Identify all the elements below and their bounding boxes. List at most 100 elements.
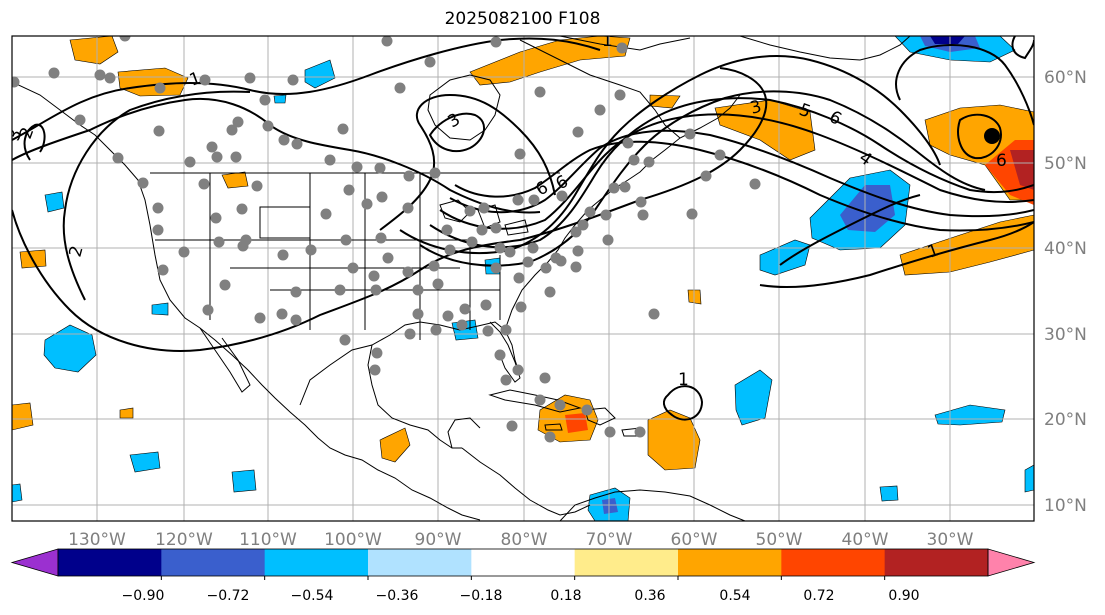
station-dot bbox=[500, 374, 512, 386]
latitude-labels: 60°N 50°N 40°N 30°N 20°N 10°N bbox=[1044, 68, 1087, 516]
station-dot bbox=[476, 224, 488, 236]
colorbar-tick-label: 0.54 bbox=[719, 588, 750, 604]
station-dot bbox=[714, 149, 726, 161]
station-dot bbox=[554, 399, 566, 411]
station-dot bbox=[540, 262, 552, 274]
station-dot bbox=[512, 364, 524, 376]
station-dot bbox=[211, 151, 223, 163]
station-dot bbox=[648, 308, 660, 320]
colorbar-segment bbox=[471, 549, 576, 576]
station-dot bbox=[153, 125, 165, 137]
station-dot bbox=[137, 177, 149, 189]
station-dot bbox=[94, 69, 106, 81]
lon-label: 70°W bbox=[586, 530, 633, 550]
station-dot bbox=[403, 170, 415, 182]
station-dot bbox=[184, 156, 196, 168]
colorbar-tick-label: −0.18 bbox=[460, 588, 503, 604]
station-markers bbox=[12, 36, 761, 443]
colorbar-tick-label: −0.54 bbox=[291, 588, 334, 604]
map-title: 2025082100 F108 bbox=[444, 9, 601, 29]
colorbar-extend-low bbox=[10, 548, 59, 577]
station-dot bbox=[351, 161, 363, 173]
station-dot bbox=[622, 137, 634, 149]
station-dot bbox=[635, 196, 647, 208]
station-dot bbox=[459, 303, 471, 315]
lon-label: 80°W bbox=[501, 530, 548, 550]
station-dot bbox=[749, 178, 761, 190]
station-dot bbox=[429, 167, 441, 179]
station-dot bbox=[444, 244, 456, 256]
station-dot bbox=[402, 202, 414, 214]
station-dot bbox=[154, 82, 166, 94]
station-dot bbox=[369, 364, 381, 376]
station-dot bbox=[198, 178, 210, 190]
station-dot bbox=[600, 209, 612, 221]
station-dot bbox=[320, 208, 332, 220]
lon-label: 60°W bbox=[671, 530, 718, 550]
station-dot bbox=[374, 162, 386, 174]
station-dot bbox=[259, 94, 271, 106]
station-dot bbox=[466, 236, 478, 248]
lat-label: 60°N bbox=[1044, 68, 1087, 88]
station-dot bbox=[277, 249, 289, 261]
station-dot bbox=[494, 242, 506, 254]
station-dot bbox=[370, 284, 382, 296]
station-dot bbox=[478, 202, 490, 214]
station-dot bbox=[290, 286, 302, 298]
station-dot bbox=[394, 82, 406, 94]
station-dot bbox=[404, 328, 416, 340]
colorbar bbox=[10, 548, 1036, 580]
colorbar-segment bbox=[781, 549, 886, 576]
station-dot bbox=[402, 266, 414, 278]
station-dot bbox=[339, 334, 351, 346]
station-dot bbox=[381, 36, 393, 47]
station-dot bbox=[490, 222, 502, 234]
station-dot bbox=[152, 224, 164, 236]
station-dot bbox=[456, 319, 468, 331]
colorbar-segment bbox=[884, 549, 989, 576]
colorbar-tick-label: −0.72 bbox=[207, 588, 250, 604]
station-dot bbox=[482, 325, 494, 337]
station-dot bbox=[178, 246, 190, 258]
station-dot bbox=[112, 152, 124, 164]
station-dot bbox=[382, 252, 394, 264]
colorbar-tick-label: −0.36 bbox=[376, 588, 419, 604]
station-dot bbox=[628, 154, 640, 166]
station-dot bbox=[337, 123, 349, 135]
station-dot bbox=[213, 236, 225, 248]
station-dot bbox=[684, 128, 696, 140]
station-dot bbox=[361, 198, 373, 210]
station-dot bbox=[539, 372, 551, 384]
station-dot bbox=[442, 310, 454, 322]
station-dot bbox=[550, 252, 562, 264]
station-dot bbox=[290, 314, 302, 326]
station-dot bbox=[534, 394, 546, 406]
station-dot bbox=[347, 262, 359, 274]
station-dot bbox=[570, 261, 582, 273]
station-dot bbox=[324, 154, 336, 166]
station-dot bbox=[490, 36, 502, 48]
station-dot bbox=[428, 260, 440, 272]
station-dot bbox=[512, 194, 524, 206]
lon-label: 90°W bbox=[415, 530, 462, 550]
colorbar-tick-labels: −0.90 −0.72 −0.54 −0.36 −0.18 0.18 0.36 … bbox=[122, 588, 920, 604]
station-dot bbox=[334, 284, 346, 296]
contour-labels: 1 3 2 2 3 6 6 3 5 6 4 1 6 1 1 bbox=[12, 36, 1007, 390]
station-dot bbox=[544, 286, 556, 298]
station-dot bbox=[528, 194, 540, 206]
station-dot bbox=[494, 349, 506, 361]
lon-label: 100°W bbox=[324, 530, 382, 550]
colorbar-tick-label: 0.36 bbox=[634, 588, 665, 604]
station-dot bbox=[441, 224, 453, 236]
station-dot bbox=[206, 141, 218, 153]
station-dot bbox=[634, 426, 646, 438]
station-dot bbox=[368, 270, 380, 282]
station-dot bbox=[412, 284, 424, 296]
station-dot bbox=[291, 138, 303, 150]
station-dot bbox=[276, 308, 288, 320]
station-dot bbox=[343, 184, 355, 196]
station-dot bbox=[104, 72, 116, 84]
station-dot bbox=[278, 134, 290, 146]
station-dot bbox=[608, 182, 620, 194]
station-dot bbox=[240, 234, 252, 246]
